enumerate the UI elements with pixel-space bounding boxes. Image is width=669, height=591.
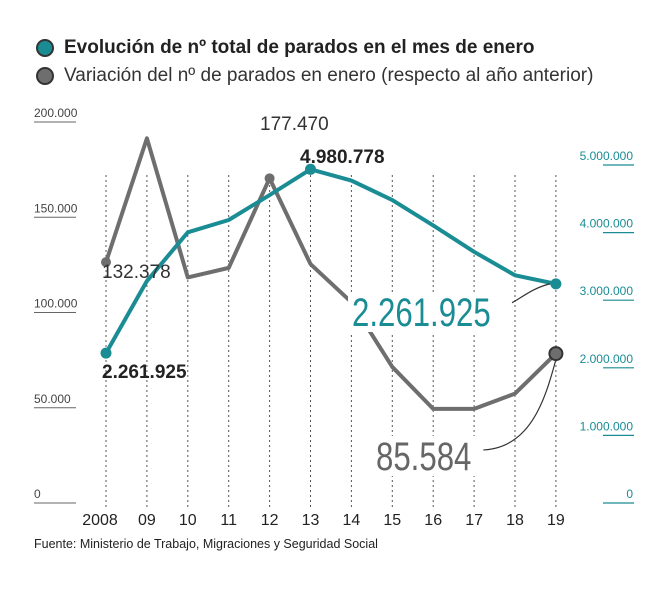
legend-label-total-parados: Evolución de nº total de parados en el m… <box>64 37 535 58</box>
annotation-bg <box>348 292 512 332</box>
x-tick-label-15: 15 <box>383 512 401 529</box>
source-note: Fuente: Ministerio de Trabajo, Migracion… <box>34 537 378 551</box>
point-total-19 <box>550 278 562 290</box>
x-tick-label-12: 12 <box>261 512 279 529</box>
point-variacion-19 <box>548 346 564 362</box>
legend-swatch-teal <box>36 39 54 57</box>
series-line-variacion <box>104 136 558 411</box>
left-axis-tick-label: 200.000 <box>34 106 78 120</box>
chart-legend: Evolución de nº total de parados en el m… <box>36 34 656 90</box>
legend-item-total-parados: Evolución de nº total de parados en el m… <box>36 34 656 62</box>
x-tick-label-14: 14 <box>343 512 361 529</box>
left-axis-tick-label: 100.000 <box>34 297 78 311</box>
annotation-label: 4.980.778 <box>300 147 385 168</box>
x-tick-label-09: 09 <box>138 512 156 529</box>
x-tick-label-19: 19 <box>547 512 565 529</box>
x-tick-label-16: 16 <box>424 512 442 529</box>
x-tick-label-11: 11 <box>220 512 237 529</box>
right-axis-tick-label: 1.000.000 <box>580 419 634 433</box>
annotation-label: 2.261.925 <box>102 362 187 383</box>
annotation-label: 132.378 <box>102 262 171 283</box>
point-variacion-12 <box>264 173 275 184</box>
left-axis-tick-label: 150.000 <box>34 201 78 215</box>
annotation-label: 177.470 <box>260 114 329 135</box>
annotation-label: 2.261.925 <box>352 290 491 335</box>
annotation-bg <box>372 436 484 476</box>
connector-variacion <box>479 359 557 451</box>
point-total-2008 <box>100 347 112 359</box>
legend-item-variacion: Variación del nº de parados en enero (re… <box>36 62 656 90</box>
right-axis-tick-label: 3.000.000 <box>580 284 634 298</box>
legend-swatch-gray <box>36 67 54 85</box>
right-axis-tick-label: 4.000.000 <box>580 217 634 231</box>
x-tick-label-13: 13 <box>302 512 320 529</box>
x-tick-label-17: 17 <box>465 512 483 529</box>
point-total-13 <box>305 163 316 175</box>
annotation-label: 85.584 <box>376 434 471 479</box>
left-axis-tick-label: 50.000 <box>34 392 71 406</box>
x-tick-label-2008: 2008 <box>82 512 118 529</box>
legend-label-variacion: Variación del nº de parados en enero (re… <box>64 65 594 86</box>
right-axis-tick-label: 2.000.000 <box>580 352 634 366</box>
right-axis-tick-label: 5.000.000 <box>580 149 634 163</box>
x-tick-label-18: 18 <box>506 512 524 529</box>
x-tick-label-10: 10 <box>179 512 197 529</box>
series-line-total <box>104 167 557 355</box>
point-variacion-2008 <box>101 257 111 268</box>
left-axis-tick-label: 0 <box>34 487 41 501</box>
right-axis-tick-label: 0 <box>626 487 633 501</box>
